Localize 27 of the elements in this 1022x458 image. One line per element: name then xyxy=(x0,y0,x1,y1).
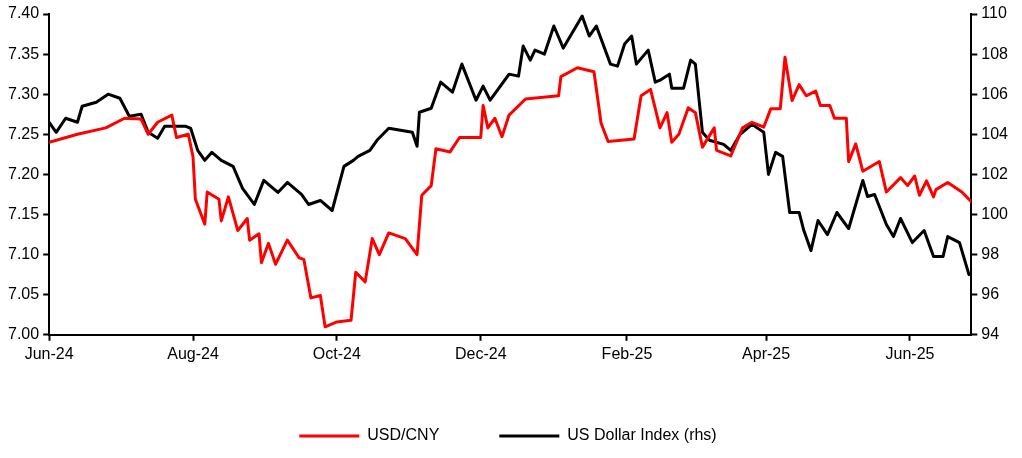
y2-tick-label: 110 xyxy=(981,4,1007,22)
y-tick-label: 7.10 xyxy=(8,245,40,263)
y-tick-label: 7.20 xyxy=(8,164,40,182)
y2-tick-label: 106 xyxy=(981,84,1009,102)
x-tick-label: Dec-24 xyxy=(454,344,507,362)
y2-tick-label: 98 xyxy=(981,245,1000,263)
x-tick-label: Jun-24 xyxy=(24,344,74,362)
legend-label: USD/CNY xyxy=(367,426,440,444)
y2-tick-label: 94 xyxy=(981,325,1000,343)
x-tick-label: Oct-24 xyxy=(312,344,361,362)
y-tick-label: 7.40 xyxy=(8,4,40,22)
y-tick-label: 7.15 xyxy=(8,204,40,222)
y2-tick-label: 100 xyxy=(981,204,1009,222)
y-tick-label: 7.35 xyxy=(8,44,40,62)
y-tick-label: 7.00 xyxy=(8,325,40,343)
y-tick-label: 7.30 xyxy=(8,84,40,102)
x-tick-label: Jun-25 xyxy=(885,344,935,362)
y-tick-label: 7.25 xyxy=(8,124,40,142)
y-tick-label: 7.05 xyxy=(8,285,40,303)
x-tick-label: Apr-25 xyxy=(742,344,791,362)
y2-tick-label: 96 xyxy=(981,285,1000,303)
y2-tick-label: 108 xyxy=(981,44,1009,62)
x-tick-label: Feb-25 xyxy=(601,344,653,362)
y2-tick-label: 102 xyxy=(981,164,1009,182)
legend-label: US Dollar Index (rhs) xyxy=(567,426,717,444)
y2-tick-label: 104 xyxy=(981,124,1009,142)
x-tick-label: Aug-24 xyxy=(167,344,219,362)
